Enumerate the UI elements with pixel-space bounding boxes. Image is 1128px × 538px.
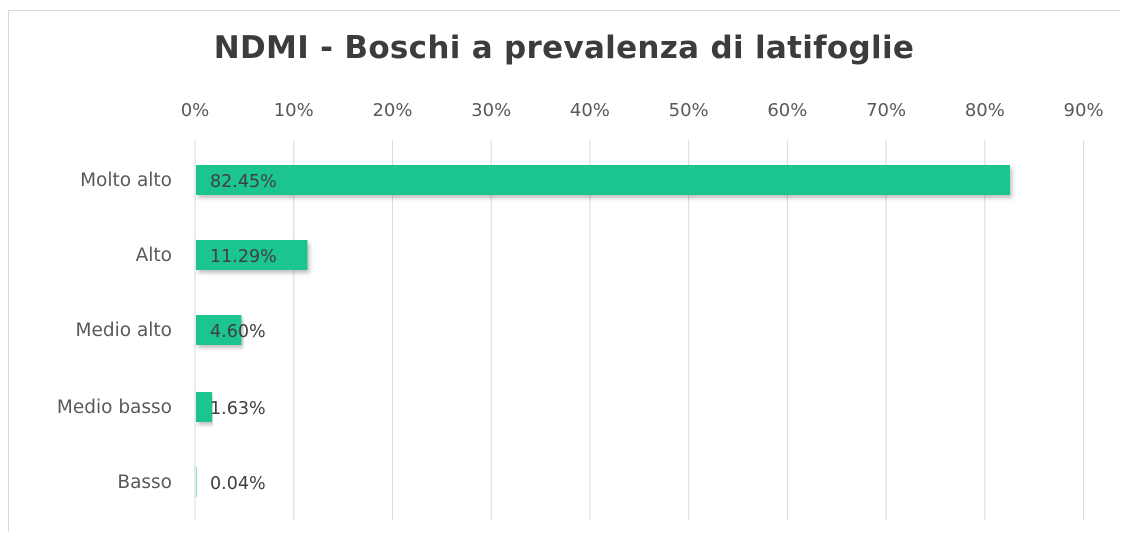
category-label: Alto bbox=[136, 245, 172, 266]
bar bbox=[196, 315, 242, 345]
x-tick-label: 80% bbox=[965, 100, 1005, 121]
data-label: 0.04% bbox=[210, 474, 266, 494]
category-labels: Molto alto Alto Medio alto Medio basso Basso bbox=[57, 170, 172, 493]
category-label: Basso bbox=[117, 472, 172, 493]
x-tick-label: 60% bbox=[767, 100, 807, 121]
x-tick-label: 0% bbox=[181, 100, 210, 121]
data-label: 11.29% bbox=[210, 247, 277, 267]
x-tick-label: 20% bbox=[372, 100, 412, 121]
x-tick-label: 90% bbox=[1064, 100, 1104, 121]
x-tick-label: 10% bbox=[274, 100, 314, 121]
bar bbox=[196, 240, 308, 270]
data-label: 82.45% bbox=[210, 172, 277, 192]
x-tick-label: 40% bbox=[570, 100, 610, 121]
category-label: Molto alto bbox=[80, 170, 172, 191]
data-label: 4.60% bbox=[210, 322, 266, 342]
bar bbox=[196, 165, 1011, 195]
chart-frame bbox=[8, 10, 1120, 532]
x-tick-label: 50% bbox=[669, 100, 709, 121]
bars bbox=[196, 165, 1011, 497]
data-labels: 82.45% 11.29% 4.60% 1.63% 0.04% bbox=[210, 172, 277, 494]
x-axis-ticks: 0% 10% 20% 30% 40% 50% 60% 70% 80% 90% bbox=[181, 100, 1104, 121]
category-label: Medio alto bbox=[76, 320, 172, 341]
category-label: Medio basso bbox=[57, 397, 172, 418]
chart-title: NDMI - Boschi a prevalenza di latifoglie bbox=[213, 30, 915, 66]
bar bbox=[196, 392, 213, 422]
x-tick-label: 70% bbox=[866, 100, 906, 121]
bar bbox=[196, 467, 197, 497]
x-tick-label: 30% bbox=[471, 100, 511, 121]
gridlines bbox=[194, 140, 1085, 520]
data-label: 1.63% bbox=[210, 399, 266, 419]
